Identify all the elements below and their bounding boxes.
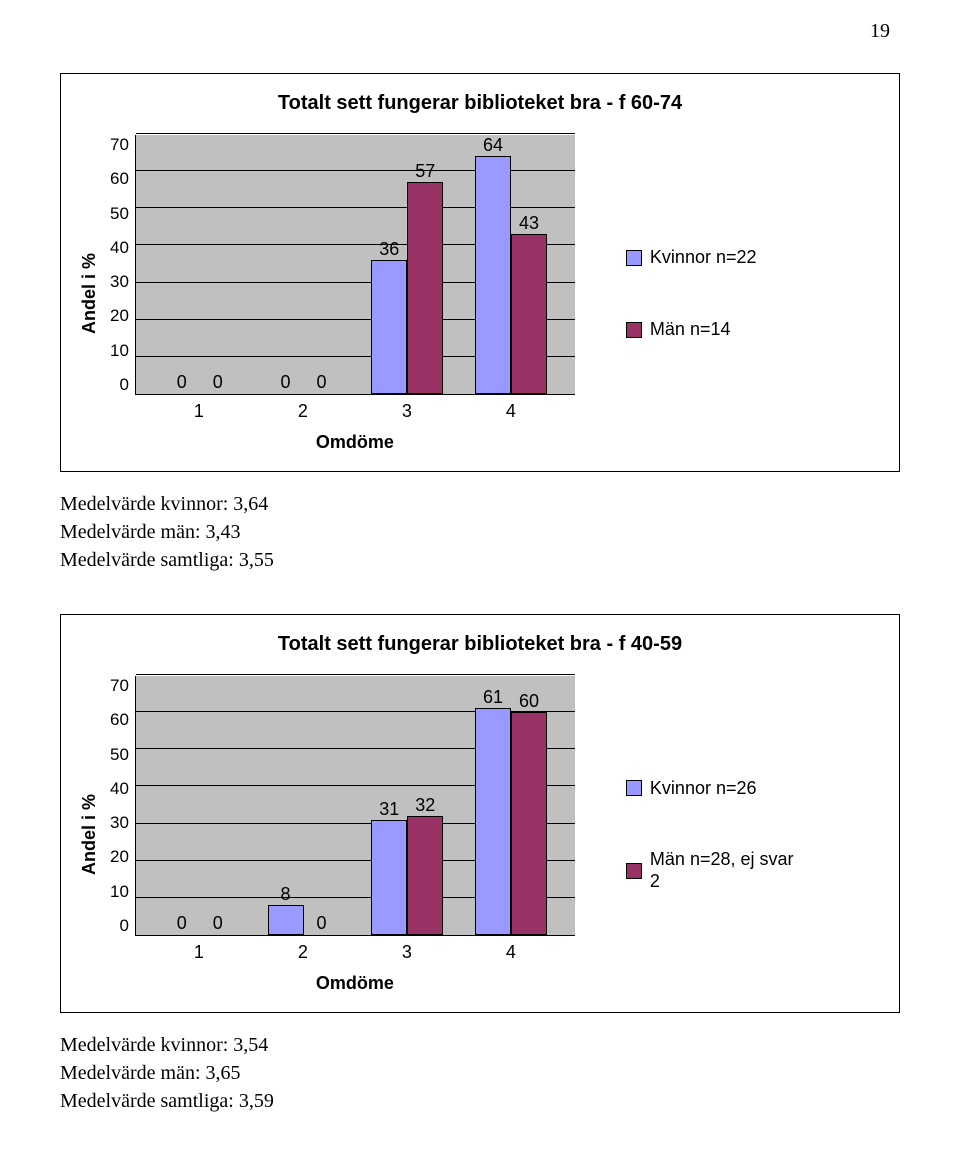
bar-value-label: 32 xyxy=(415,795,435,816)
y-tick: 50 xyxy=(110,204,129,224)
bar-group: 6443 xyxy=(475,135,547,394)
gridline xyxy=(136,674,575,675)
legend-label: Kvinnor n=22 xyxy=(650,247,757,269)
legend-swatch xyxy=(626,863,642,879)
bar-group: 00 xyxy=(268,135,340,394)
page-number: 19 xyxy=(60,20,900,43)
bar-value-label: 0 xyxy=(317,372,327,393)
bar: 36 xyxy=(371,260,407,394)
x-tick: 3 xyxy=(402,401,412,422)
x-tick: 1 xyxy=(194,401,204,422)
bar-value-label: 57 xyxy=(415,161,435,182)
bar: 32 xyxy=(407,816,443,935)
chart-2-title: Totalt sett fungerar biblioteket bra - f… xyxy=(79,633,881,656)
bar-group: 3132 xyxy=(371,676,443,935)
legend-swatch xyxy=(626,780,642,796)
y-tick: 30 xyxy=(110,272,129,292)
y-tick: 0 xyxy=(119,916,128,936)
chart-2-legend: Kvinnor n=26 Män n=28, ej svar2 xyxy=(626,778,794,893)
chart-2-y-axis: 70 60 50 40 30 20 10 0 xyxy=(110,676,129,936)
stats-2-man: Medelvärde män: 3,65 xyxy=(60,1059,900,1087)
y-tick: 60 xyxy=(110,710,129,730)
legend-item: Män n=28, ej svar2 xyxy=(626,849,794,892)
bar-group: 00 xyxy=(164,676,236,935)
chart-2-x-title: Omdöme xyxy=(135,973,575,994)
legend-label: Män n=28, ej svar2 xyxy=(650,849,794,892)
bar-value-label: 43 xyxy=(519,213,539,234)
y-tick: 50 xyxy=(110,745,129,765)
chart-2-x-labels: 1 2 3 4 xyxy=(135,936,575,963)
bar: 8 xyxy=(268,905,304,935)
bar-value-label: 0 xyxy=(213,913,223,934)
chart-2-container: Totalt sett fungerar biblioteket bra - f… xyxy=(60,614,900,1013)
stats-2-kvinnor: Medelvärde kvinnor: 3,54 xyxy=(60,1031,900,1059)
bar-value-label: 60 xyxy=(519,691,539,712)
stats-1-man: Medelvärde män: 3,43 xyxy=(60,518,900,546)
bar-value-label: 8 xyxy=(281,884,291,905)
chart-1-legend: Kvinnor n=22 Män n=14 xyxy=(626,247,757,340)
y-tick: 60 xyxy=(110,169,129,189)
chart-1-y-label: Andel i % xyxy=(79,253,100,334)
legend-swatch xyxy=(626,322,642,338)
legend-label: Män n=14 xyxy=(650,319,731,341)
bar: 57 xyxy=(407,182,443,394)
bar-value-label: 0 xyxy=(281,372,291,393)
y-tick: 40 xyxy=(110,779,129,799)
y-tick: 20 xyxy=(110,306,129,326)
chart-2-y-label: Andel i % xyxy=(79,794,100,875)
chart-1-plot: 000036576443 xyxy=(135,135,575,395)
legend-item: Kvinnor n=26 xyxy=(626,778,794,800)
bar: 60 xyxy=(511,712,547,935)
legend-item: Kvinnor n=22 xyxy=(626,247,757,269)
bar-value-label: 31 xyxy=(379,799,399,820)
bar-value-label: 0 xyxy=(177,913,187,934)
y-tick: 10 xyxy=(110,341,129,361)
chart-1-title: Totalt sett fungerar biblioteket bra - f… xyxy=(79,92,881,115)
bar-group: 3657 xyxy=(371,135,443,394)
bar-value-label: 64 xyxy=(483,135,503,156)
chart-1-x-title: Omdöme xyxy=(135,432,575,453)
bars-container: 000036576443 xyxy=(136,135,575,394)
x-tick: 1 xyxy=(194,942,204,963)
x-tick: 2 xyxy=(298,401,308,422)
y-tick: 40 xyxy=(110,238,129,258)
bar: 61 xyxy=(475,708,511,935)
bar-value-label: 36 xyxy=(379,239,399,260)
stats-1-kvinnor: Medelvärde kvinnor: 3,64 xyxy=(60,490,900,518)
bar-value-label: 61 xyxy=(483,687,503,708)
bar: 31 xyxy=(371,820,407,935)
bar: 43 xyxy=(511,234,547,394)
x-tick: 3 xyxy=(402,942,412,963)
legend-swatch xyxy=(626,250,642,266)
chart-1-x-labels: 1 2 3 4 xyxy=(135,395,575,422)
chart-1-container: Totalt sett fungerar biblioteket bra - f… xyxy=(60,73,900,472)
gridline xyxy=(136,133,575,134)
y-tick: 0 xyxy=(119,375,128,395)
legend-label: Kvinnor n=26 xyxy=(650,778,757,800)
stats-2: Medelvärde kvinnor: 3,54 Medelvärde män:… xyxy=(60,1031,900,1115)
stats-1-samtliga: Medelvärde samtliga: 3,55 xyxy=(60,546,900,574)
y-tick: 10 xyxy=(110,882,129,902)
bar-value-label: 0 xyxy=(317,913,327,934)
x-tick: 2 xyxy=(298,942,308,963)
bar-value-label: 0 xyxy=(213,372,223,393)
bar-value-label: 0 xyxy=(177,372,187,393)
stats-1: Medelvärde kvinnor: 3,64 Medelvärde män:… xyxy=(60,490,900,574)
bar: 64 xyxy=(475,156,511,394)
bar-group: 80 xyxy=(268,676,340,935)
y-tick: 70 xyxy=(110,676,129,696)
stats-2-samtliga: Medelvärde samtliga: 3,59 xyxy=(60,1087,900,1115)
y-tick: 30 xyxy=(110,813,129,833)
bar-group: 6160 xyxy=(475,676,547,935)
y-tick: 20 xyxy=(110,847,129,867)
y-tick: 70 xyxy=(110,135,129,155)
chart-1-y-axis: 70 60 50 40 30 20 10 0 xyxy=(110,135,129,395)
chart-2-plot: 008031326160 xyxy=(135,676,575,936)
bar-group: 00 xyxy=(164,135,236,394)
x-tick: 4 xyxy=(506,401,516,422)
legend-item: Män n=14 xyxy=(626,319,757,341)
x-tick: 4 xyxy=(506,942,516,963)
bars-container: 008031326160 xyxy=(136,676,575,935)
